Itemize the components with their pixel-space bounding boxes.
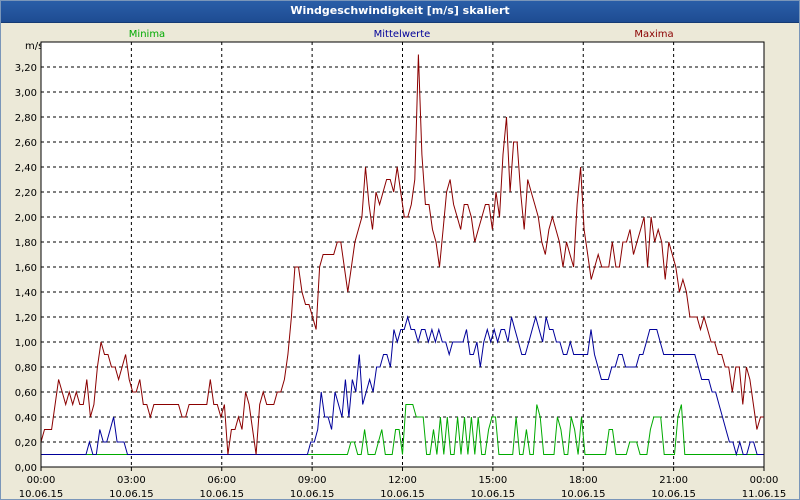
y-tick-label: 2,00: [15, 213, 37, 224]
legend-minima: Minima: [129, 29, 165, 40]
y-tick-label: 2,40: [15, 163, 37, 174]
x-tick-time: 09:00: [298, 475, 327, 486]
x-tick-date: 10.06.15: [290, 489, 335, 499]
y-tick-label: 0,60: [15, 388, 37, 399]
legend-mittelwerte: Mittelwerte: [374, 29, 431, 40]
y-tick-label: 1,20: [15, 313, 37, 324]
x-tick-date: 10.06.15: [561, 489, 606, 499]
x-tick-time: 18:00: [569, 475, 598, 486]
y-tick-label: 1,60: [15, 263, 37, 274]
y-tick-label: 0,80: [15, 363, 37, 374]
x-tick-time: 12:00: [388, 475, 417, 486]
y-tick-label: 0,00: [15, 463, 37, 474]
y-axis-unit-label: m/s: [25, 41, 43, 52]
y-tick-label: 0,20: [15, 438, 37, 449]
window-title: Windgeschwindigkeit [m/s] skaliert: [290, 4, 510, 17]
x-tick-date: 10.06.15: [471, 489, 516, 499]
legend-maxima: Maxima: [634, 29, 673, 40]
x-tick-time: 15:00: [478, 475, 507, 486]
x-tick-time: 00:00: [27, 475, 56, 486]
y-tick-label: 2,20: [15, 188, 37, 199]
series-line-mittelwerte: [41, 315, 764, 457]
chart-area: m/s Minima Mittelwerte Maxima 0,000,200,…: [15, 29, 787, 499]
y-tick-label: 1,80: [15, 238, 37, 249]
x-tick-date: 11.06.15: [742, 489, 787, 499]
y-tick-labels: 0,00 0,20 0,40 0,60 0,80 1,00 1,20 1,40 1,60 1,80…: [15, 63, 37, 474]
y-tick-label: 2,80: [15, 113, 37, 124]
y-tick-label: 2,60: [15, 138, 37, 149]
x-tick-time: 00:00: [750, 475, 779, 486]
x-tick-time: 21:00: [659, 475, 688, 486]
series-line-maxima: [40, 54, 764, 455]
grid: [40, 42, 765, 471]
x-tick-time: 06:00: [207, 475, 236, 486]
x-tick-date: 10.06.15: [651, 489, 696, 499]
y-tick-label: 1,40: [15, 288, 37, 299]
x-tick-time: 03:00: [117, 475, 146, 486]
y-tick-label: 3,20: [15, 63, 37, 74]
plot-frame: [40, 41, 765, 468]
x-tick-date: 10.06.15: [199, 489, 244, 499]
x-tick-date: 10.06.15: [380, 489, 425, 499]
y-tick-label: 3,00: [15, 88, 37, 99]
x-tick-labels: 00:00 10.06.15 03:00 10.06.15 06:00 10.06.15 0…: [19, 475, 787, 499]
y-tick-label: 0,40: [15, 413, 37, 424]
y-tick-label: 1,00: [15, 338, 37, 349]
x-tick-date: 10.06.15: [109, 489, 154, 499]
title-bar: Windgeschwindigkeit [m/s] skaliert: [1, 1, 799, 23]
series-lines: [40, 54, 764, 457]
x-tick-date: 10.06.15: [19, 489, 64, 499]
